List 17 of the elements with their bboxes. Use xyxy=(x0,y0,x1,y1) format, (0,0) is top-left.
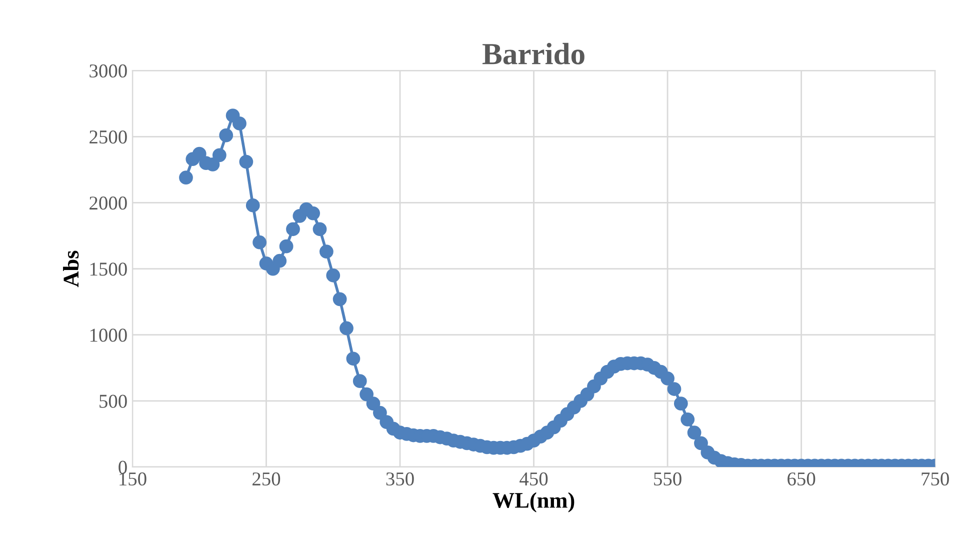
x-tick-label: 350 xyxy=(386,472,414,486)
y-tick-label: 500 xyxy=(100,394,127,408)
y-tick-label: 0 xyxy=(118,460,127,474)
y-tick-label: 2000 xyxy=(90,196,127,210)
x-tick-label: 550 xyxy=(654,472,682,486)
x-tick-label: 450 xyxy=(520,472,548,486)
x-tick-label: 750 xyxy=(922,472,949,486)
x-tick-label: 250 xyxy=(252,472,280,486)
y-tick-label: 3000 xyxy=(90,64,127,78)
x-tick-label: 150 xyxy=(120,472,146,486)
y-tick-label: 2500 xyxy=(90,130,127,144)
y-tick-label: 1500 xyxy=(90,262,127,276)
y-tick-label: 1000 xyxy=(90,328,127,342)
chart-title: Barrido xyxy=(482,42,584,64)
x-tick-label: 650 xyxy=(788,472,816,486)
y-axis-title: Abs xyxy=(63,250,79,288)
x-axis-title: WL(nm) xyxy=(492,492,574,512)
